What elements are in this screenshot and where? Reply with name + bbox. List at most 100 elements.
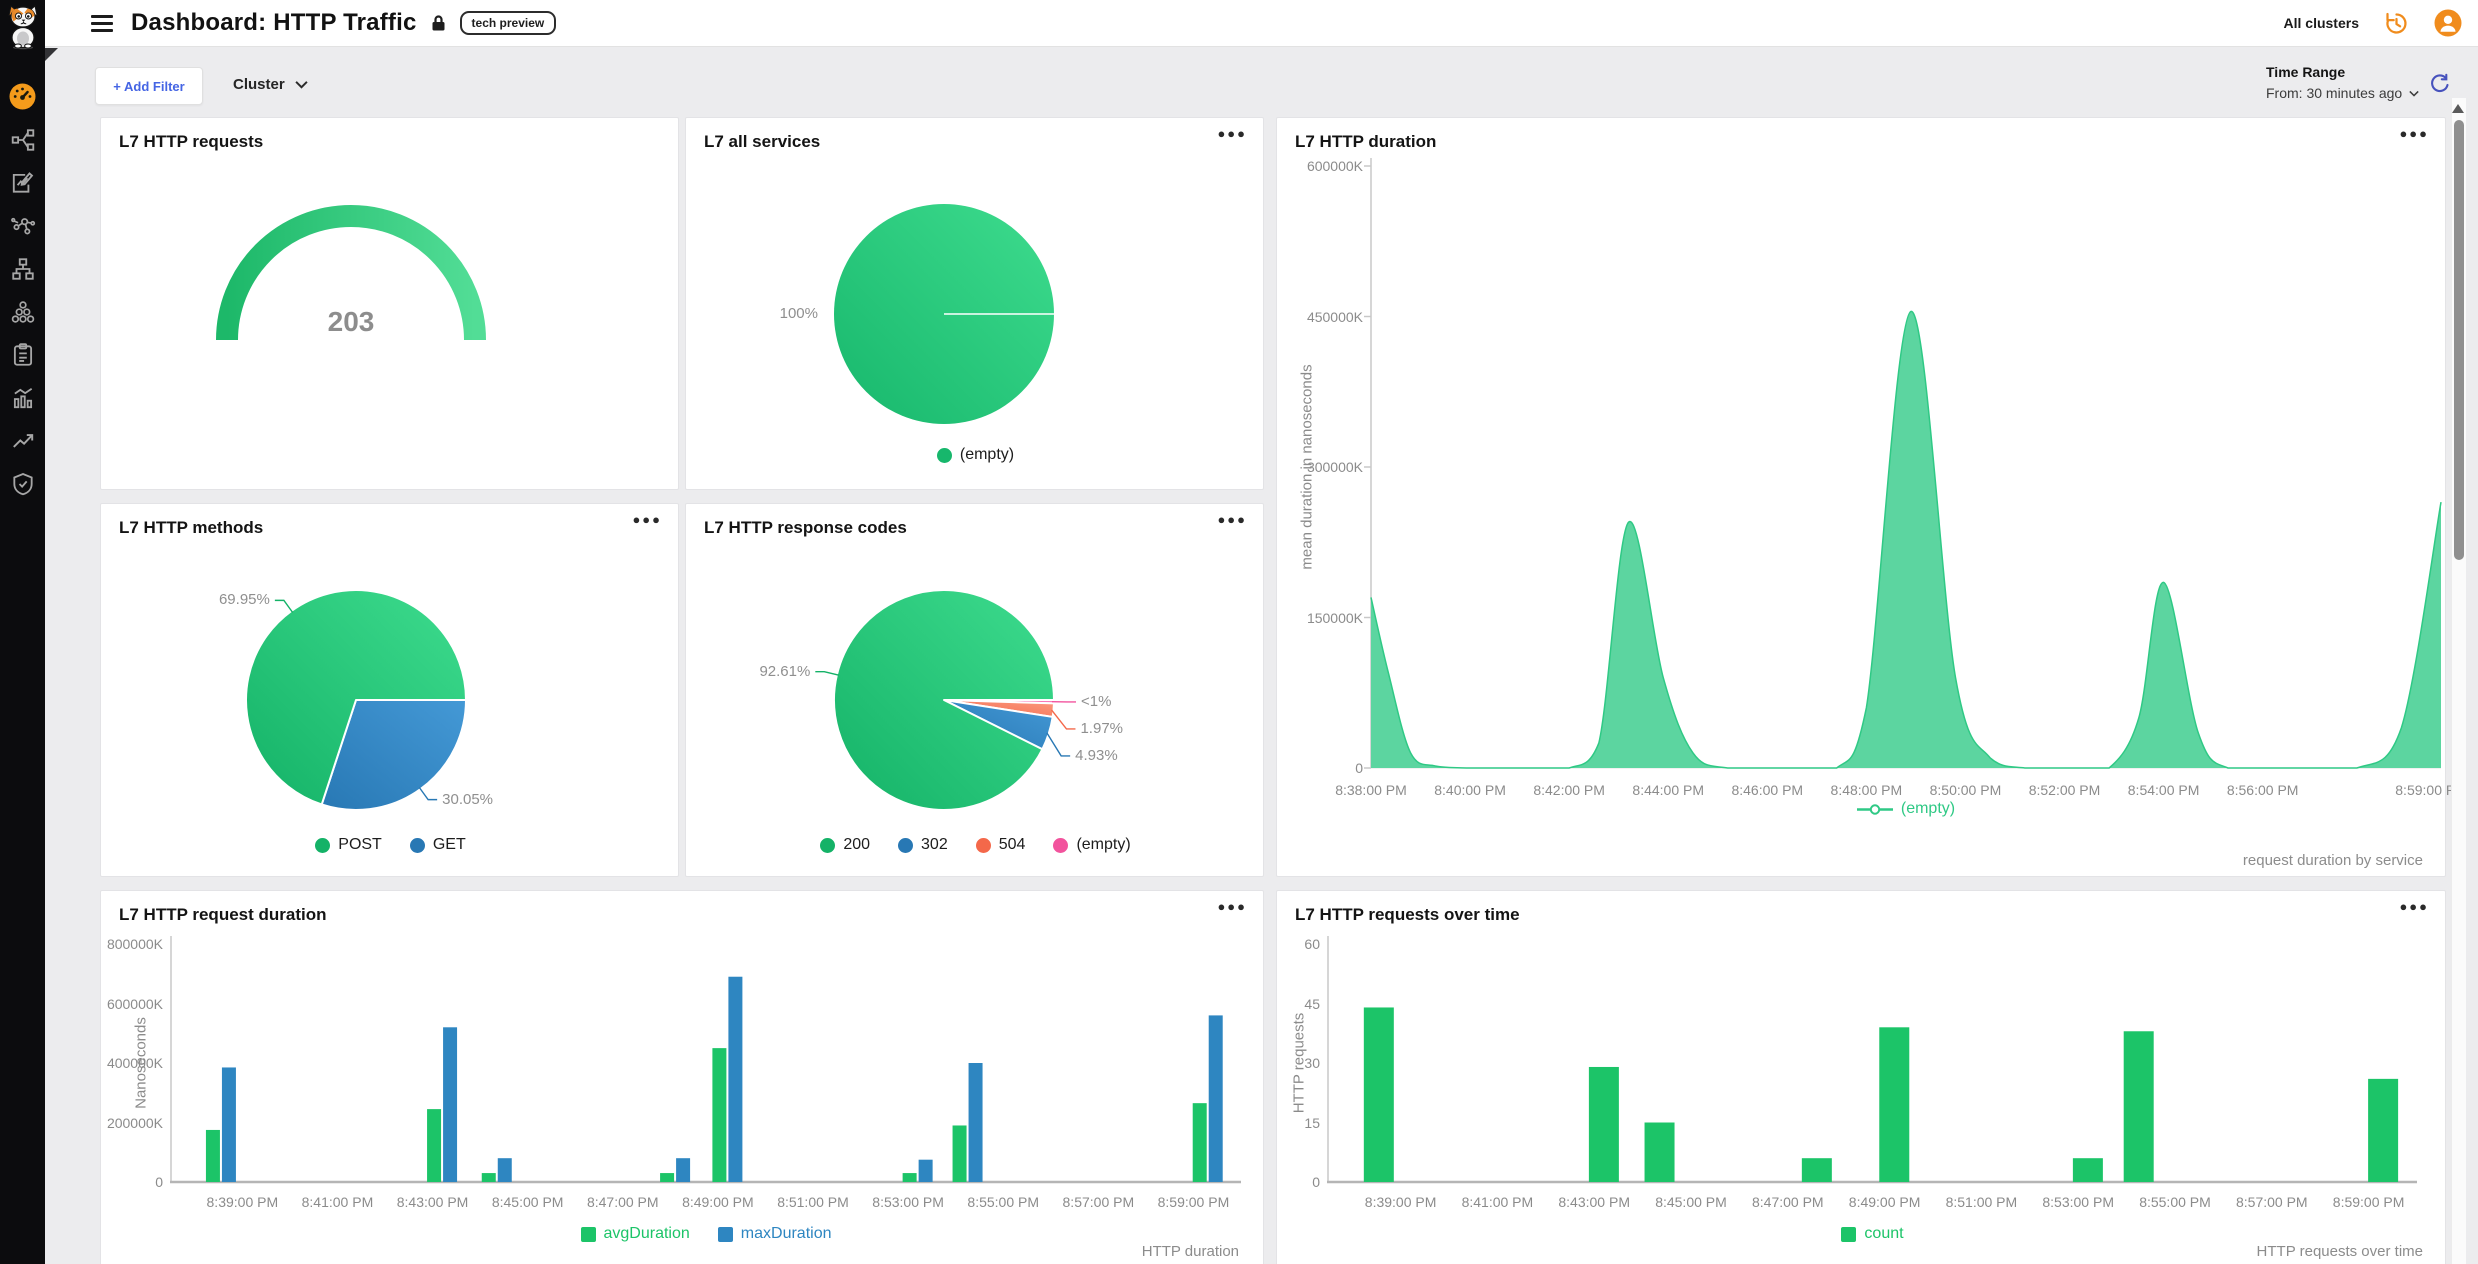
cluster-filter-label: Cluster — [233, 76, 285, 93]
service-map-icon[interactable] — [0, 204, 45, 247]
panel-menu-button[interactable]: ●●● — [1217, 512, 1247, 527]
x-axis-tick-label: 8:42:00 PM — [1533, 782, 1605, 798]
panel-l7-http-methods: L7 HTTP methods ●●● 30.05% 69.95% POST GET — [100, 503, 679, 877]
legend-item-maxDuration[interactable]: maxDuration — [717, 1225, 831, 1243]
cat-logo[interactable] — [4, 4, 42, 55]
x-axis-tick-label: 8:59:00 PM — [2332, 1194, 2405, 1210]
pie-chart[interactable]: <1% 1.97% 4.93% 92.61% 200 302 504 (empty) — [686, 504, 1263, 876]
sitemap-icon[interactable] — [0, 247, 45, 290]
x-axis-tick-label: 8:53:00 PM — [872, 1194, 944, 1210]
legend-item-302[interactable]: 302 — [898, 836, 948, 854]
trends-arrow-icon[interactable] — [0, 419, 45, 462]
legend-item-(empty)[interactable]: (empty) — [1856, 800, 1955, 818]
cluster-filter-dropdown[interactable]: Cluster — [233, 76, 308, 93]
panel-title: L7 HTTP request duration — [119, 905, 327, 924]
x-axis-tick-label: 8:43:00 PM — [1558, 1194, 1630, 1210]
security-shield-icon[interactable] — [0, 462, 45, 505]
legend-item-count[interactable]: count — [1841, 1225, 1904, 1243]
chart-footer-note: HTTP duration — [1141, 1243, 1239, 1260]
x-axis-tick-label: 8:55:00 PM — [967, 1194, 1040, 1210]
pie-chart[interactable]: 100% (empty) — [686, 118, 1263, 489]
legend-item-200[interactable]: 200 — [820, 836, 870, 854]
flows-edit-icon[interactable] — [0, 161, 45, 204]
y-axis-tick-label: 150000K — [1306, 609, 1363, 626]
refresh-icon[interactable] — [2428, 72, 2452, 101]
panel-l7-all-services: L7 all services ●●● 100% (empty) — [685, 117, 1264, 490]
chart-legend: avgDuration maxDuration — [171, 1225, 1241, 1243]
y-axis-tick-label: 600000K — [1306, 158, 1363, 174]
page-title: Dashboard: HTTP Traffic — [131, 9, 417, 36]
pie-percent-label: 69.95% — [218, 591, 270, 609]
panel-menu-button[interactable]: ●●● — [1217, 126, 1247, 141]
x-axis-tick-label: 8:51:00 PM — [1945, 1194, 2018, 1210]
panel-title: L7 HTTP response codes — [704, 518, 907, 537]
pie-percent-label: <1% — [1080, 692, 1112, 710]
metrics-chart-icon[interactable] — [0, 376, 45, 419]
pie-percent-label: 100% — [779, 305, 818, 322]
x-axis-tick-label: 8:59:00 PM — [2395, 782, 2467, 798]
x-axis-tick-label: 8:57:00 PM — [1062, 1194, 1135, 1210]
x-axis-tick-label: 8:41:00 PM — [1461, 1194, 1534, 1210]
y-axis-tick-label: 450000K — [1306, 308, 1363, 325]
sidebar-nav — [0, 0, 45, 1264]
topbar-right: All clusters — [2284, 9, 2462, 37]
x-axis-tick-label: 8:48:00 PM — [1830, 782, 1903, 798]
history-icon[interactable] — [2383, 10, 2410, 37]
legend-item-504[interactable]: 504 — [975, 836, 1025, 854]
x-axis-tick-label: 8:45:00 PM — [1655, 1194, 1727, 1210]
y-axis-tick-label: 60 — [1304, 936, 1320, 952]
user-avatar-icon[interactable] — [2434, 9, 2462, 37]
top-bar: Dashboard: HTTP Traffic tech preview All… — [45, 0, 2478, 47]
chevron-down-icon — [2409, 90, 2419, 97]
panel-title: L7 HTTP requests — [119, 132, 264, 151]
pie-percent-label: 30.05% — [442, 790, 494, 808]
bar-chart[interactable]: 0 15 30 45 60 8:39:00 PM 8:41:00 PM 8:43:00 PM 8… — [1277, 891, 2445, 1264]
pie-percent-label: 4.93% — [1075, 746, 1118, 764]
scrollbar-up-arrow[interactable] — [2452, 104, 2464, 113]
scrollbar-thumb[interactable] — [2454, 120, 2464, 560]
x-axis-tick-label: 8:41:00 PM — [301, 1194, 374, 1210]
x-axis-tick-label: 8:45:00 PM — [491, 1194, 564, 1210]
panel-menu-button[interactable]: ●●● — [1217, 899, 1247, 914]
pie-chart[interactable]: 30.05% 69.95% POST GET — [101, 504, 678, 876]
add-filter-button[interactable]: + Add Filter — [95, 67, 203, 105]
legend-item-(empty)[interactable]: (empty) — [1053, 836, 1131, 854]
x-axis-tick-label: 8:54:00 PM — [2127, 782, 2200, 798]
policies-clipboard-icon[interactable] — [0, 333, 45, 376]
legend-item-POST[interactable]: POST — [315, 836, 382, 854]
panel-menu-button[interactable]: ●●● — [2399, 126, 2429, 141]
network-topology-icon[interactable] — [0, 118, 45, 161]
x-axis-tick-label: 8:53:00 PM — [2042, 1194, 2114, 1210]
panel-l7-http-requests-over-time: L7 HTTP requests over time ●●● 0 15 30 45 60… — [1276, 890, 2446, 1264]
dashboard-gauge-icon[interactable] — [0, 75, 45, 118]
legend-item-(empty)[interactable]: (empty) — [936, 446, 1014, 464]
time-range-selector[interactable]: Time Range From: 30 minutes ago — [2266, 64, 2419, 101]
panel-menu-button[interactable]: ●●● — [632, 512, 662, 527]
bar-chart[interactable]: 0 200000K 400000K 600000K 800000K 8:39:00 PM 8… — [101, 891, 1263, 1264]
x-axis-tick-label: 8:51:00 PM — [777, 1194, 849, 1210]
process-tree-icon[interactable] — [0, 290, 45, 333]
x-axis-tick-label: 8:44:00 PM — [1632, 782, 1705, 798]
area-chart[interactable]: 0 150000K 300000K 450000K 600000K 8:38:00 PM 8… — [1277, 118, 2467, 876]
panel-l7-http-response-codes: L7 HTTP response codes ●●● <1% 1.97% 4.93%… — [685, 503, 1264, 877]
chart-legend: count — [1328, 1225, 2417, 1243]
y-axis-tick-label: 15 — [1304, 1114, 1320, 1131]
x-axis-tick-label: 8:49:00 PM — [1848, 1194, 1921, 1210]
legend-item-avgDuration[interactable]: avgDuration — [580, 1225, 690, 1243]
panel-l7-http-duration: L7 HTTP duration ●●● 0 150000K 300000K 4500… — [1276, 117, 2467, 877]
time-range-value[interactable]: From: 30 minutes ago — [2266, 85, 2419, 101]
x-axis-tick-label: 8:38:00 PM — [1335, 782, 1407, 798]
panel-menu-button[interactable]: ●●● — [2399, 899, 2429, 914]
panel-title: L7 all services — [704, 132, 821, 151]
cluster-scope-selector[interactable]: All clusters — [2283, 15, 2359, 31]
gauge-chart[interactable] — [101, 118, 678, 489]
x-axis-tick-label: 8:40:00 PM — [1434, 782, 1506, 798]
hamburger-menu-icon[interactable] — [87, 11, 117, 36]
lock-icon — [431, 14, 446, 32]
chart-footer-note: request duration by service — [2242, 852, 2423, 869]
legend-item-GET[interactable]: GET — [409, 836, 466, 854]
x-axis-tick-label: 8:52:00 PM — [2028, 782, 2101, 798]
x-axis-tick-label: 8:39:00 PM — [1364, 1194, 1437, 1210]
gauge-value: 203 — [327, 306, 375, 337]
